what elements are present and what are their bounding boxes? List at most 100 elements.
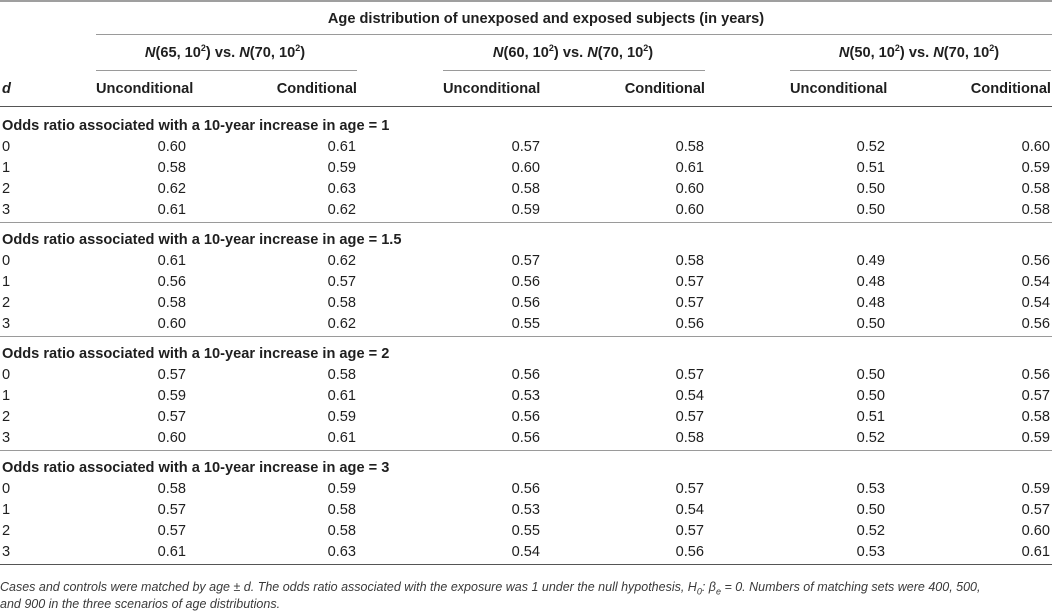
cell-conditional: 0.63	[327, 181, 356, 197]
cell-unconditional: 0.58	[157, 295, 186, 311]
cell-unconditional: 0.53	[856, 544, 885, 560]
cell-conditional: 0.60	[675, 202, 704, 218]
table-title: Age distribution of unexposed and expose…	[327, 11, 765, 27]
cell-unconditional: 0.61	[157, 544, 186, 560]
cell-conditional: 0.57	[675, 409, 704, 425]
cell-unconditional: 0.59	[157, 388, 186, 404]
table-row: 3 0.60 0.62 0.55 0.56 0.50 0.56	[0, 313, 1052, 335]
cell-unconditional: 0.56	[511, 430, 540, 446]
cell-d: 0	[2, 481, 11, 497]
cell-conditional: 0.59	[1021, 430, 1050, 446]
cell-unconditional: 0.57	[157, 409, 186, 425]
cell-conditional: 0.56	[1021, 253, 1050, 269]
section-title: Odds ratio associated with a 10-year inc…	[2, 460, 390, 476]
cell-conditional: 0.59	[327, 409, 356, 425]
sd: 10	[184, 45, 201, 61]
cell-d: 3	[2, 202, 11, 218]
section-header: Odds ratio associated with a 10-year inc…	[0, 229, 1052, 251]
comma: ,	[870, 45, 879, 61]
column-header-conditional: Conditional	[970, 81, 1051, 97]
cell-conditional: 0.60	[675, 181, 704, 197]
cell-conditional: 0.61	[1021, 544, 1050, 560]
mean-exposed: 65	[160, 45, 177, 61]
header-rule	[0, 106, 1052, 107]
cell-conditional: 0.58	[327, 502, 356, 518]
cell-conditional: 0.57	[675, 523, 704, 539]
footnote-text: = 0. Numbers of matching sets were 400, …	[720, 580, 981, 594]
versus: ) vs.	[899, 45, 934, 61]
cell-unconditional: 0.54	[511, 544, 540, 560]
superscript: 2	[548, 43, 554, 54]
cell-unconditional: 0.60	[157, 430, 186, 446]
mean-exposed: 50	[854, 45, 871, 61]
cell-conditional: 0.58	[327, 367, 356, 383]
section-divider	[0, 222, 1052, 223]
cell-unconditional: 0.51	[856, 409, 885, 425]
cell-d: 1	[2, 274, 11, 290]
cell-unconditional: 0.56	[511, 367, 540, 383]
column-header-unconditional: Unconditional	[443, 81, 541, 97]
section-title: Odds ratio associated with a 10-year inc…	[2, 118, 390, 134]
cell-unconditional: 0.52	[856, 430, 885, 446]
cell-d: 2	[2, 181, 11, 197]
cell-unconditional: 0.60	[157, 316, 186, 332]
cell-conditional: 0.61	[327, 430, 356, 446]
scenario-label: N(50, 102) vs. N(70, 102)	[789, 42, 1049, 64]
cell-conditional: 0.57	[675, 367, 704, 383]
section-header: Odds ratio associated with a 10-year inc…	[0, 343, 1052, 365]
table-row: 1 0.59 0.61 0.53 0.54 0.50 0.57	[0, 385, 1052, 407]
cell-unconditional: 0.55	[511, 523, 540, 539]
section-title: Odds ratio associated with a 10-year inc…	[2, 232, 402, 248]
subscript: e	[715, 586, 721, 597]
cell-conditional: 0.61	[327, 139, 356, 155]
table-row: 2 0.62 0.63 0.58 0.60 0.50 0.58	[0, 178, 1052, 200]
comma: ,	[176, 45, 185, 61]
superscript: 2	[200, 43, 206, 54]
cell-unconditional: 0.51	[856, 160, 885, 176]
scenario-underline	[443, 70, 705, 71]
cell-conditional: 0.56	[675, 316, 704, 332]
paren: (	[155, 45, 161, 61]
superscript: 2	[295, 43, 301, 54]
cell-conditional: 0.54	[675, 388, 704, 404]
versus: ) vs.	[553, 45, 588, 61]
cell-conditional: 0.57	[327, 274, 356, 290]
cell-d: 2	[2, 295, 11, 311]
n-symbol: N	[239, 45, 250, 61]
cell-unconditional: 0.50	[856, 388, 885, 404]
column-header-d: d	[2, 81, 11, 97]
cell-conditional: 0.59	[1021, 160, 1050, 176]
cell-d: 0	[2, 139, 11, 155]
comma: ,	[270, 45, 279, 61]
table-row: 1 0.56 0.57 0.56 0.57 0.48 0.54	[0, 271, 1052, 293]
n-symbol: N	[587, 45, 598, 61]
scenario-label: N(60, 102) vs. N(70, 102)	[443, 42, 703, 64]
table-row: 1 0.57 0.58 0.53 0.54 0.50 0.57	[0, 499, 1052, 521]
column-header-conditional: Conditional	[276, 81, 357, 97]
mean-unexposed: 70	[948, 45, 965, 61]
cell-d: 2	[2, 409, 11, 425]
cell-unconditional: 0.52	[856, 139, 885, 155]
paren: )	[648, 45, 654, 61]
column-header-unconditional: Unconditional	[790, 81, 888, 97]
paren: (	[943, 45, 949, 61]
cell-unconditional: 0.57	[511, 139, 540, 155]
cell-conditional: 0.60	[1021, 139, 1050, 155]
paren: )	[300, 45, 306, 61]
n-symbol: N	[144, 45, 156, 61]
comma: ,	[524, 45, 533, 61]
cell-unconditional: 0.57	[157, 523, 186, 539]
top-border	[0, 0, 1052, 2]
cell-conditional: 0.61	[675, 160, 704, 176]
cell-conditional: 0.58	[675, 253, 704, 269]
cell-conditional: 0.62	[327, 202, 356, 218]
table-row: 2 0.57 0.59 0.56 0.57 0.51 0.58	[0, 406, 1052, 428]
cell-conditional: 0.58	[1021, 409, 1050, 425]
table-row: 0 0.57 0.58 0.56 0.57 0.50 0.56	[0, 364, 1052, 386]
cell-d: 2	[2, 523, 11, 539]
cell-unconditional: 0.58	[511, 181, 540, 197]
section-header: Odds ratio associated with a 10-year inc…	[0, 457, 1052, 479]
cell-unconditional: 0.62	[157, 181, 186, 197]
cell-d: 3	[2, 430, 11, 446]
cell-unconditional: 0.57	[157, 367, 186, 383]
